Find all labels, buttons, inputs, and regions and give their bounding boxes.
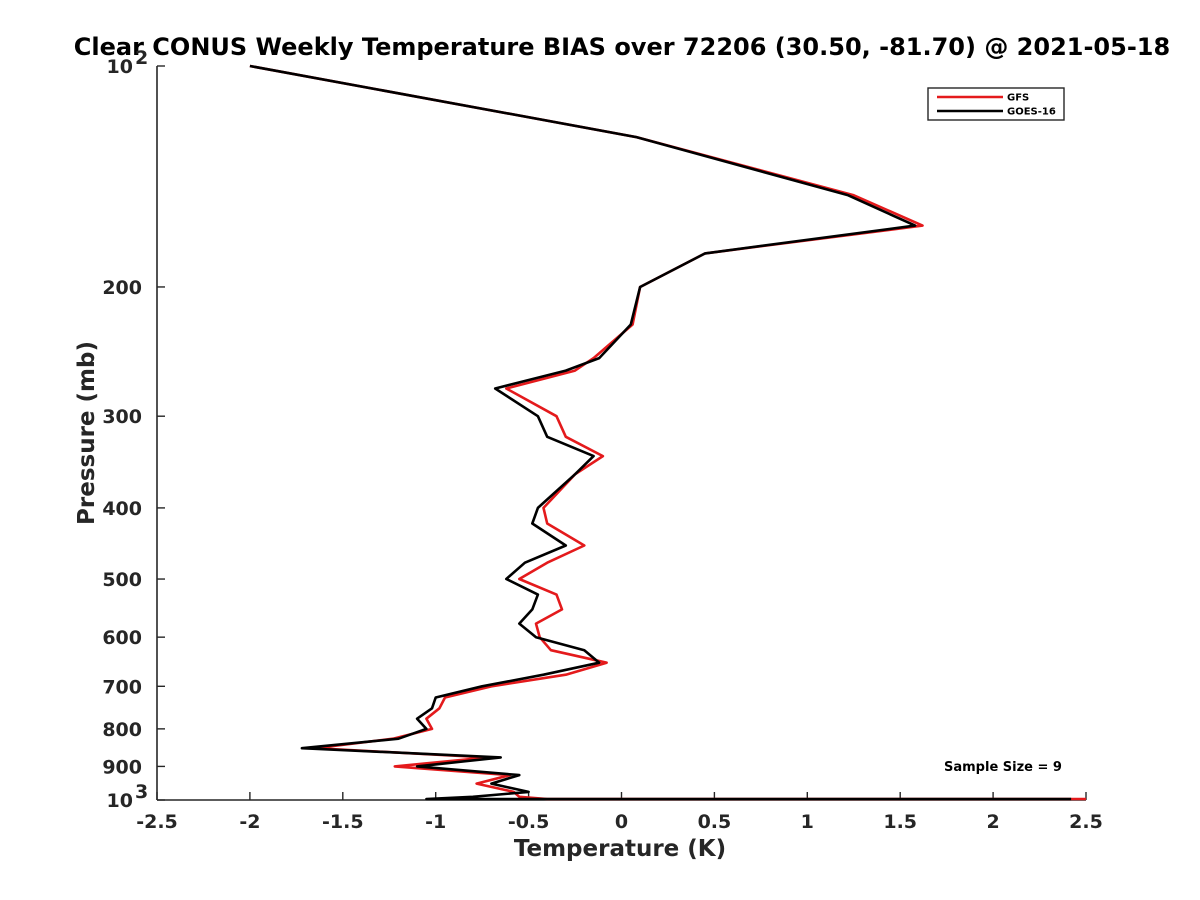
sample-size-annotation: Sample Size = 9 [944, 760, 1062, 775]
y-tick-label: 500 [102, 569, 142, 591]
x-tick-label: -2 [239, 811, 260, 833]
legend: GFS GOES-16 [927, 87, 1065, 121]
x-tick-label: 2 [986, 811, 999, 833]
x-tick-label: -1.5 [322, 811, 364, 833]
series-layer [249, 64, 1086, 801]
x-tick-label: -0.5 [508, 811, 550, 833]
y-tick-label: 600 [102, 627, 142, 649]
legend-label: GOES-16 [1007, 107, 1056, 118]
y-axis-label: Pressure (mb) [74, 341, 100, 525]
x-tick-label: -1 [425, 811, 446, 833]
y-tick-exponent: 3 [135, 781, 148, 803]
y-tick-label: 400 [102, 498, 142, 520]
y-tick-label: 10 [107, 790, 133, 812]
y-tick-label: 300 [102, 406, 142, 428]
x-tick-label: 1 [801, 811, 814, 833]
x-tick-label: 2.5 [1069, 811, 1103, 833]
y-tick-label: 900 [102, 756, 142, 778]
chart-title: Clear CONUS Weekly Temperature BIAS over… [74, 33, 1170, 61]
y-tick-label: 200 [102, 277, 142, 299]
x-tick-label: 1.5 [883, 811, 917, 833]
x-tick-label: 0 [615, 811, 628, 833]
y-tick-label: 800 [102, 719, 142, 741]
axes: -2.5 -2 -1.5 -1 -0.5 0 0.5 1 1.5 2 2.510 2200300400… [102, 47, 1103, 833]
x-axis-label: Temperature (K) [514, 836, 726, 862]
y-tick-label: 10 [107, 56, 133, 78]
legend-label: GFS [1007, 93, 1029, 104]
y-tick-label: 700 [102, 676, 142, 698]
y-tick-exponent: 2 [135, 47, 148, 69]
legend-box [927, 87, 1065, 121]
x-tick-label: 0.5 [698, 811, 732, 833]
x-tick-label: -2.5 [136, 811, 178, 833]
series-line-gfs [249, 64, 1086, 801]
series-line-goes-16 [249, 64, 1072, 801]
